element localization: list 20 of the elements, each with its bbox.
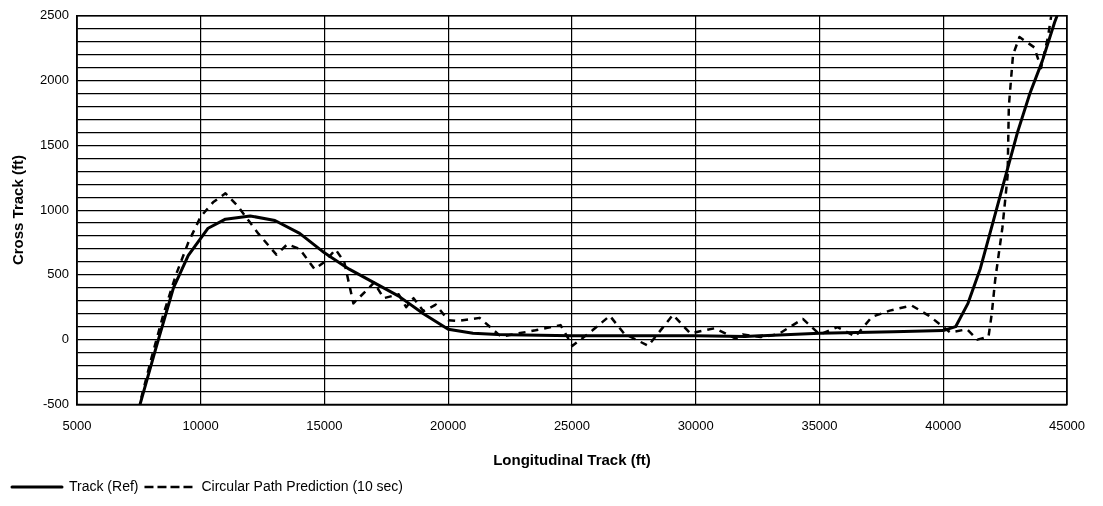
x-tick-label: 40000 <box>925 417 962 433</box>
x-tick-label: 5000 <box>62 417 92 433</box>
x-tick-label: 30000 <box>677 417 714 433</box>
y-tick-label: 1500 <box>40 136 69 152</box>
x-axis-title: Longitudinal Track (ft) <box>493 451 651 469</box>
y-axis-title: Cross Track (ft) <box>9 155 27 266</box>
y-tick-label: 1000 <box>40 201 69 217</box>
y-tick-label: 2000 <box>40 72 69 88</box>
y-tick-label: -500 <box>42 395 69 411</box>
y-tick-label: 500 <box>47 266 69 282</box>
y-tick-label: 2500 <box>40 7 69 23</box>
x-tick-label: 25000 <box>553 417 591 433</box>
x-tick-label: 10000 <box>182 417 219 433</box>
legend-label: Circular Path Prediction (10 sec) <box>201 477 404 494</box>
legend-label: Track (Ref) <box>69 477 139 494</box>
x-tick-label: 20000 <box>430 417 467 433</box>
x-tick-label: 15000 <box>306 417 343 433</box>
x-tick-label: 35000 <box>801 417 838 433</box>
x-tick-label: 45000 <box>1048 417 1086 433</box>
y-tick-label: 0 <box>61 331 69 347</box>
